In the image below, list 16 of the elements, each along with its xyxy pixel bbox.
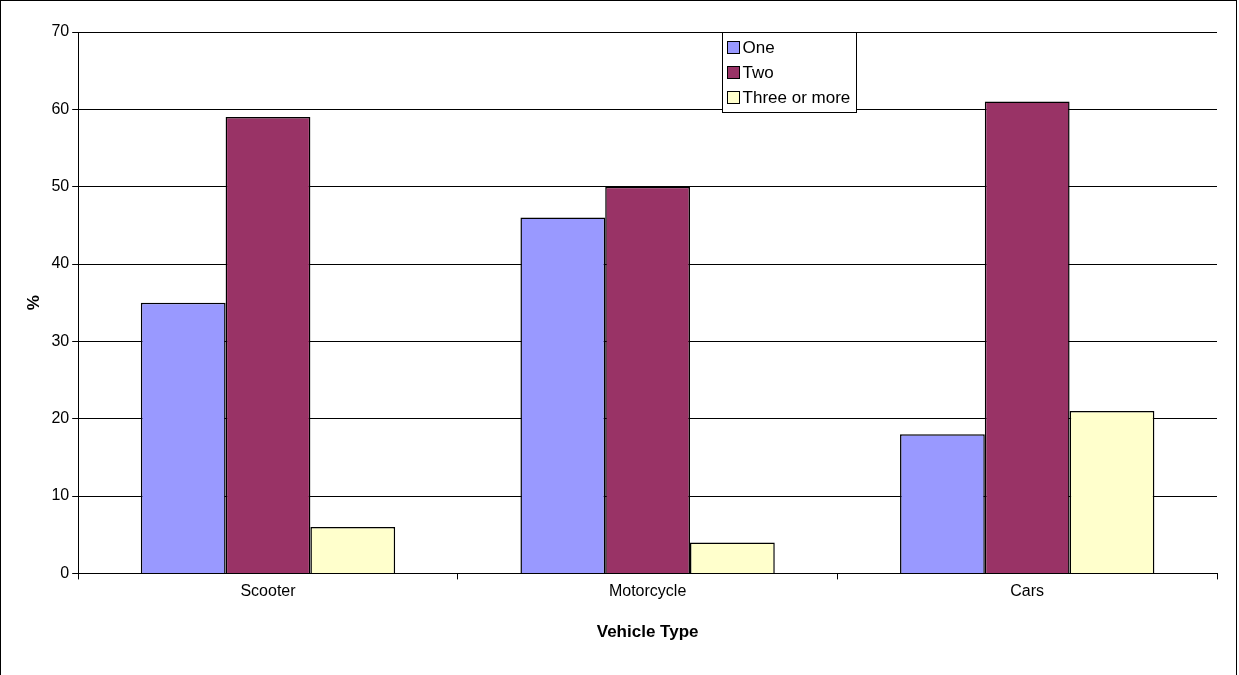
- y-axis-title: %: [23, 295, 43, 311]
- y-tick-label: 0: [60, 563, 70, 581]
- x-tick-label: Cars: [1010, 582, 1045, 600]
- y-tick-label: 40: [51, 254, 70, 272]
- x-tick-label: Motorcycle: [608, 582, 687, 600]
- y-tick-label: 50: [51, 177, 70, 195]
- x-tick-label: Scooter: [240, 582, 297, 600]
- y-tick-label: 10: [51, 486, 70, 504]
- y-tick-label: 20: [51, 409, 70, 427]
- x-axis-title: Vehicle Type: [596, 622, 699, 642]
- y-tick-label: 60: [51, 99, 70, 117]
- legend-label: Three or more: [742, 87, 851, 108]
- legend-label: One: [742, 37, 775, 58]
- legend-label: Two: [742, 62, 774, 83]
- y-tick-label: 70: [51, 22, 70, 40]
- y-tick-label: 30: [51, 331, 70, 349]
